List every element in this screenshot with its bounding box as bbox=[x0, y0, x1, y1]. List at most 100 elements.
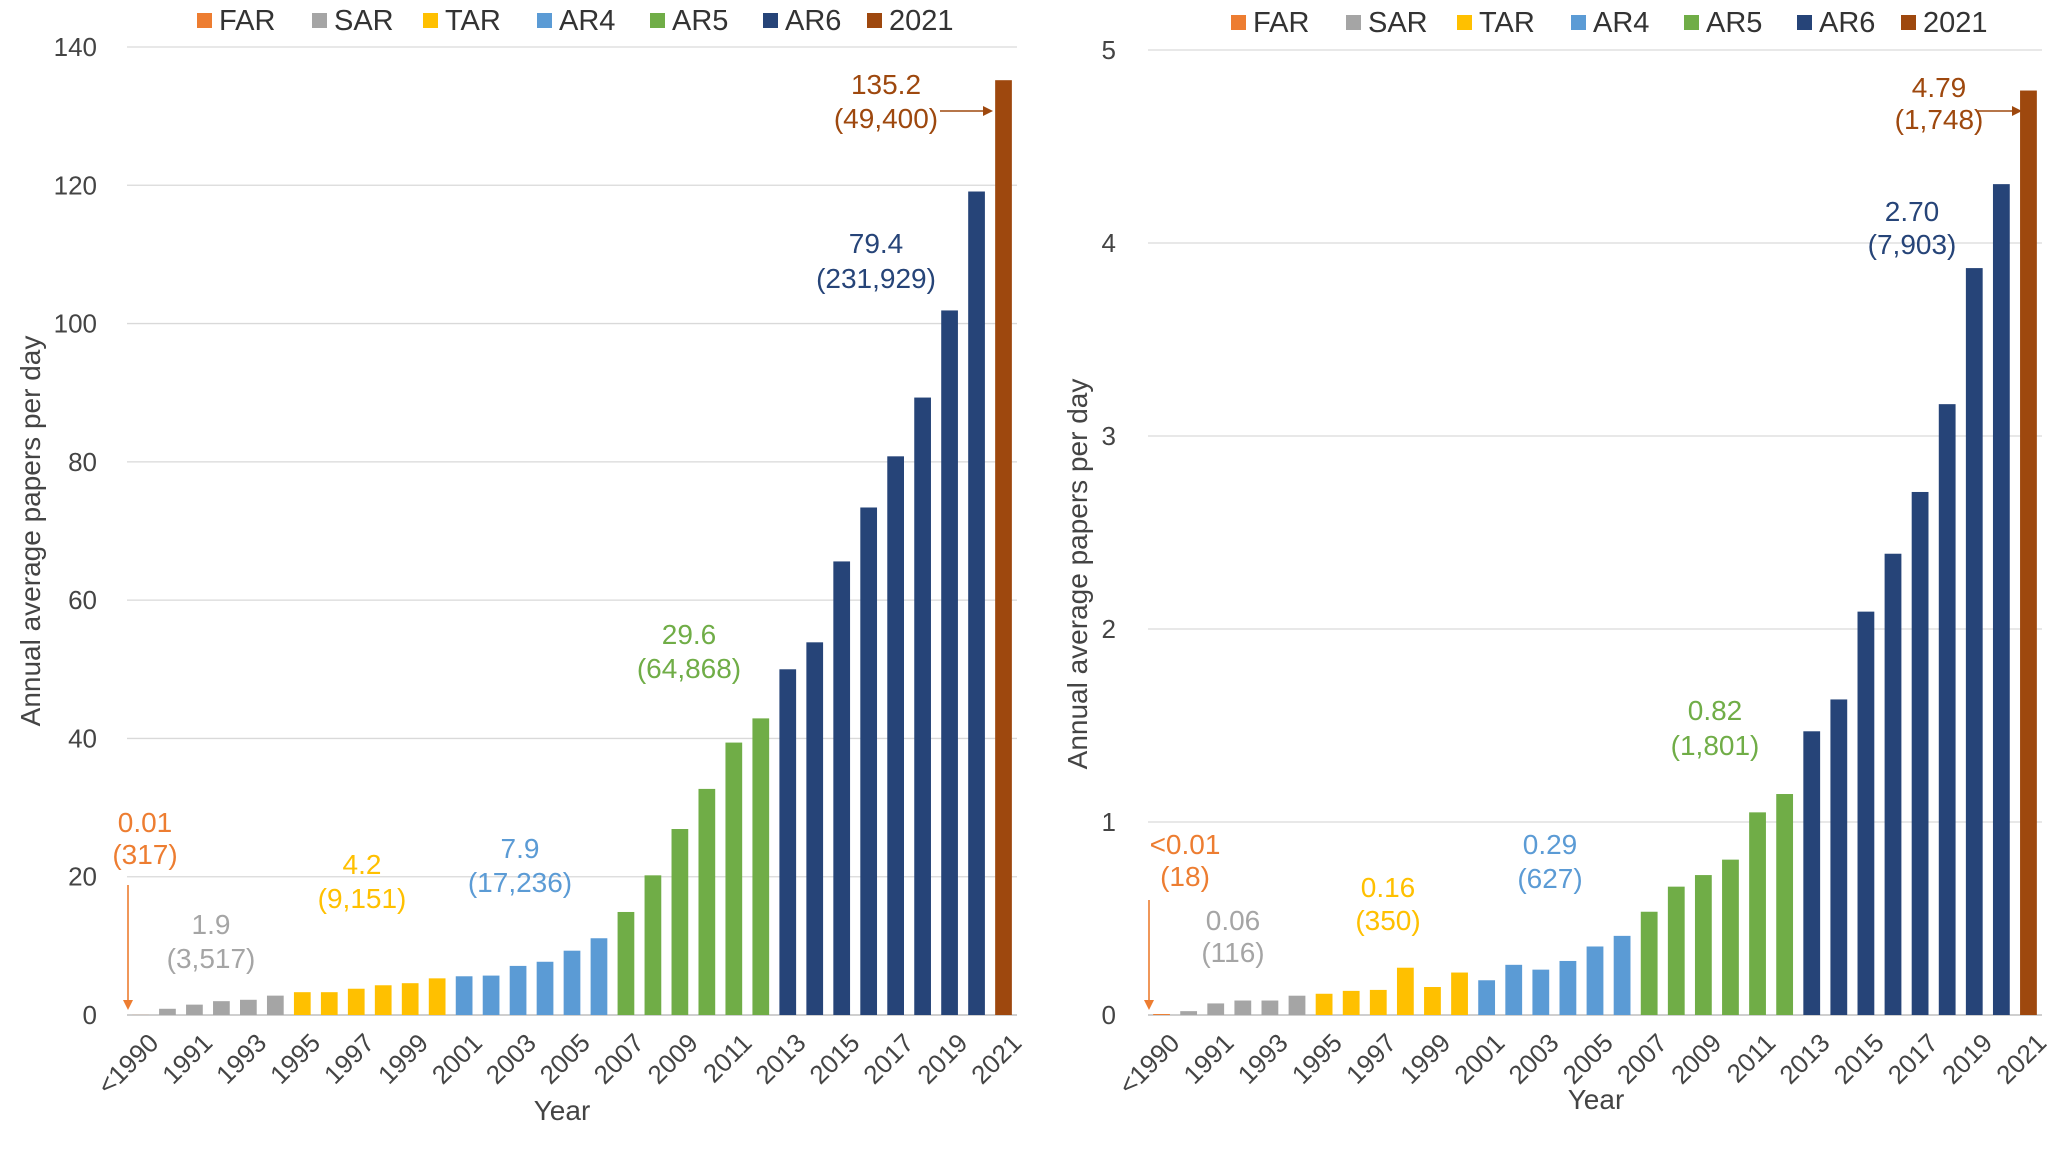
x-tick-label: 1991 bbox=[1177, 1028, 1239, 1090]
annotation-count-SAR: (116) bbox=[1201, 937, 1264, 968]
x-tick-label: 2003 bbox=[480, 1028, 542, 1090]
y-axis-title: Annual average papers per day bbox=[15, 336, 46, 727]
bar-2013 bbox=[779, 669, 797, 1015]
bar-1990 bbox=[1180, 1011, 1198, 1015]
legend-label-AR5: AR5 bbox=[672, 5, 728, 37]
x-tick-label: 2007 bbox=[1611, 1028, 1673, 1090]
y-tick-label: 5 bbox=[1102, 35, 1116, 65]
y-tick-label: 0 bbox=[1102, 1000, 1116, 1030]
x-tick-label: 1993 bbox=[1232, 1028, 1294, 1090]
legend-label-AR4: AR4 bbox=[1593, 7, 1649, 39]
annotation-value-AR6: 79.4 bbox=[849, 228, 904, 259]
legend-label-AR5: AR5 bbox=[1706, 7, 1762, 39]
y-tick-label: 3 bbox=[1102, 421, 1116, 451]
annotation-count-TAR: (9,151) bbox=[318, 883, 407, 914]
legend-swatch-FAR bbox=[197, 13, 212, 28]
legend-label-TAR: TAR bbox=[445, 5, 501, 37]
bar-2009 bbox=[1694, 875, 1712, 1015]
x-tick-label: 2019 bbox=[1936, 1028, 1998, 1090]
x-tick-label: 2009 bbox=[1665, 1028, 1727, 1090]
bar-1990 bbox=[159, 1008, 176, 1015]
legend-label-2021: 2021 bbox=[1923, 7, 1988, 39]
legend-label-TAR: TAR bbox=[1479, 7, 1535, 39]
bar-2002 bbox=[1505, 964, 1523, 1015]
x-tick-label: 2013 bbox=[749, 1028, 811, 1090]
x-tick-label: 1997 bbox=[318, 1028, 380, 1090]
bar-2003 bbox=[509, 965, 527, 1015]
x-tick-label: 2015 bbox=[803, 1028, 865, 1090]
bar-2021 bbox=[995, 80, 1012, 1015]
legend-swatch-SAR bbox=[312, 13, 327, 28]
bar-2003 bbox=[1532, 969, 1550, 1015]
bar-1991 bbox=[186, 1004, 203, 1015]
x-tick-label: 2011 bbox=[697, 1028, 758, 1089]
bar-1993 bbox=[1261, 1000, 1279, 1015]
x-tick-label: 2017 bbox=[1882, 1028, 1944, 1090]
x-tick-label: 2017 bbox=[857, 1028, 919, 1090]
annotation-value-AR5: 29.6 bbox=[662, 619, 717, 650]
x-tick-label: 2021 bbox=[1990, 1028, 2050, 1090]
bar-2015 bbox=[1857, 611, 1875, 1015]
bar-2011 bbox=[1749, 812, 1766, 1015]
annotation-value-AR4: 7.9 bbox=[501, 833, 540, 864]
bar-2018 bbox=[1938, 404, 1956, 1015]
annotation-count-FAR: (18) bbox=[1160, 861, 1210, 892]
bar-2000 bbox=[1451, 972, 1468, 1015]
annotation-value-AR5: 0.82 bbox=[1688, 695, 1743, 726]
x-tick-label: 2021 bbox=[965, 1028, 1027, 1090]
x-tick-label: <1990 bbox=[1113, 1028, 1186, 1101]
legend-swatch-TAR bbox=[1457, 15, 1472, 30]
x-tick-label: 2019 bbox=[911, 1028, 973, 1090]
bar-1998 bbox=[1396, 967, 1414, 1015]
bar-2006 bbox=[590, 938, 608, 1015]
legend-swatch-SAR bbox=[1346, 15, 1361, 30]
y-tick-label: 0 bbox=[83, 1000, 97, 1030]
annotation-count-AR6: (7,903) bbox=[1868, 229, 1957, 260]
annotation-count-FAR: (317) bbox=[112, 839, 177, 870]
x-tick-label: 2005 bbox=[534, 1028, 596, 1090]
bar-1996 bbox=[320, 992, 338, 1015]
bar-2015 bbox=[833, 561, 851, 1015]
bar-2001 bbox=[455, 976, 473, 1015]
bar-1995 bbox=[293, 992, 311, 1015]
x-tick-label: 1997 bbox=[1340, 1028, 1402, 1090]
annotation-count-AR5: (64,868) bbox=[637, 653, 741, 684]
annotation-value-2021: 135.2 bbox=[851, 69, 921, 100]
x-tick-label: 2009 bbox=[642, 1028, 704, 1090]
bar-2021 bbox=[2020, 90, 2037, 1015]
bar-2001 bbox=[1478, 980, 1496, 1015]
far-arrow-head bbox=[123, 1000, 133, 1010]
x-tick-label: 2015 bbox=[1828, 1028, 1890, 1090]
bar-2010 bbox=[1722, 859, 1739, 1015]
legend-swatch-2021 bbox=[1901, 15, 1916, 30]
bar-2005 bbox=[1586, 946, 1604, 1015]
annotation-count-AR5: (1,801) bbox=[1671, 730, 1760, 761]
y-tick-label: 140 bbox=[54, 32, 97, 62]
bar-2016 bbox=[1884, 553, 1902, 1015]
x-tick-label: 1995 bbox=[264, 1028, 326, 1090]
annotation-count-AR6: (231,929) bbox=[816, 263, 936, 294]
y-tick-label: 40 bbox=[68, 723, 97, 753]
legend-label-AR6: AR6 bbox=[1819, 7, 1875, 39]
bar-2012 bbox=[752, 718, 770, 1015]
y-tick-label: 100 bbox=[54, 309, 97, 339]
bar-2007 bbox=[1640, 911, 1658, 1015]
bar-2013 bbox=[1803, 731, 1821, 1015]
x-tick-label: 2013 bbox=[1773, 1028, 1835, 1090]
x-tick-label: 1999 bbox=[1394, 1028, 1456, 1090]
annotation-value-TAR: 4.2 bbox=[343, 849, 382, 880]
bar-1994 bbox=[266, 995, 284, 1015]
far-arrow-head bbox=[1144, 1000, 1154, 1010]
x-tick-label: 2005 bbox=[1557, 1028, 1619, 1090]
y-tick-label: 80 bbox=[68, 447, 97, 477]
bar-2020 bbox=[968, 191, 985, 1016]
annotation-value-AR4: 0.29 bbox=[1523, 829, 1578, 860]
x-tick-label: 2011 bbox=[1721, 1028, 1782, 1089]
x-tick-label: <1990 bbox=[91, 1028, 164, 1101]
arrow-2021-head bbox=[2012, 106, 2022, 116]
annotation-value-FAR: 0.01 bbox=[118, 807, 173, 838]
legend-label-AR4: AR4 bbox=[559, 5, 615, 37]
y-tick-label: 60 bbox=[68, 585, 97, 615]
legend-label-FAR: FAR bbox=[1253, 7, 1309, 39]
bar-2012 bbox=[1776, 794, 1794, 1015]
